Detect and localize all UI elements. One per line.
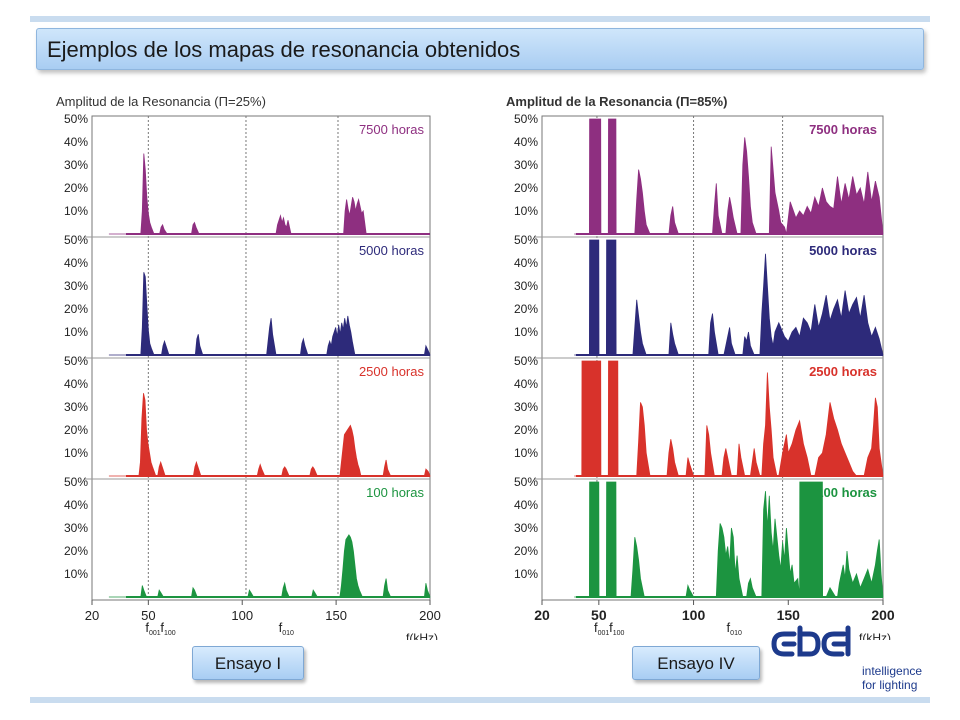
x-tick-label: 100: [682, 607, 706, 623]
y-tick-label: 20%: [514, 423, 538, 437]
y-tick-label: 10%: [514, 204, 538, 218]
series-area: [108, 272, 431, 356]
series-area: [574, 239, 884, 356]
x-axis-label: f(kHz): [406, 631, 438, 640]
bottom-rule: [30, 697, 930, 703]
y-tick-label: 40%: [514, 256, 538, 270]
y-tick-label: 20%: [514, 302, 538, 316]
ensayo-i-button[interactable]: Ensayo I: [192, 646, 304, 680]
y-tick-label: 40%: [64, 498, 88, 512]
series-label: 2500 horas: [359, 364, 425, 379]
y-tick-label: 10%: [64, 567, 88, 581]
series-area: [574, 481, 884, 598]
y-tick-label: 20%: [514, 181, 538, 195]
series-label: 100 horas: [816, 485, 877, 500]
x-tick-label: 150: [325, 608, 347, 623]
y-tick-label: 50%: [64, 475, 88, 489]
series-label: 5000 horas: [359, 243, 425, 258]
y-tick-label: 40%: [514, 377, 538, 391]
logo-mark-icon: [771, 625, 851, 657]
y-tick-label: 50%: [514, 354, 538, 368]
series-label: 100 horas: [366, 485, 424, 500]
resonance-chart-ensayo-iv: Amplitud de la Resonancia (Π=85%) 10% 20% 3…: [506, 94, 895, 640]
resonance-chart-ensayo-i: Amplitud de la Resonancia (Π=25%) 10% 20% 3…: [56, 94, 441, 640]
y-tick-label: 10%: [514, 325, 538, 339]
x-axis-label: f(kHz): [859, 631, 891, 640]
series-area: [108, 153, 430, 235]
y-tick-label: 20%: [64, 302, 88, 316]
x-tick-label: 20: [534, 607, 550, 623]
logo-text-line2: for lighting: [862, 678, 918, 692]
y-tick-label: 50%: [64, 233, 88, 247]
y-tick-label: 50%: [64, 354, 88, 368]
x-tick-label: 200: [871, 607, 895, 623]
y-tick-label: 50%: [514, 475, 538, 489]
series-label: 2500 horas: [809, 364, 877, 379]
chart-title: Amplitud de la Resonancia (Π=85%): [506, 94, 727, 109]
y-tick-label: 30%: [64, 158, 88, 172]
chart-title: Amplitud de la Resonancia (Π=25%): [56, 94, 266, 109]
y-tick-label: 30%: [64, 521, 88, 535]
y-tick-label: 40%: [64, 256, 88, 270]
y-tick-label: 10%: [514, 446, 538, 460]
y-tick-label: 50%: [64, 112, 88, 126]
y-tick-label: 10%: [64, 446, 88, 460]
frequency-marker-label: f100: [609, 620, 624, 637]
y-tick-label: 20%: [514, 544, 538, 558]
ensayo-iv-button[interactable]: Ensayo IV: [632, 646, 760, 680]
y-tick-label: 40%: [514, 135, 538, 149]
y-tick-label: 30%: [514, 521, 538, 535]
y-tick-label: 30%: [514, 158, 538, 172]
x-tick-label: 150: [777, 607, 801, 623]
y-tick-label: 50%: [514, 112, 538, 126]
company-logo: intelligence for lighting: [770, 622, 930, 694]
y-tick-label: 30%: [64, 279, 88, 293]
slide-title: Ejemplos de los mapas de resonancia obte…: [36, 28, 924, 70]
series-area: [108, 534, 431, 598]
series-area: [574, 118, 884, 235]
frequency-marker-label: f100: [160, 620, 175, 637]
frequency-marker-label: f001: [145, 620, 160, 637]
logo-text-line1: intelligence: [862, 664, 923, 678]
y-tick-label: 30%: [514, 400, 538, 414]
y-tick-label: 30%: [64, 400, 88, 414]
y-tick-label: 40%: [514, 498, 538, 512]
top-rule: [30, 16, 930, 22]
x-tick-label: 50: [591, 607, 607, 623]
x-tick-label: 200: [419, 608, 441, 623]
y-tick-label: 20%: [64, 544, 88, 558]
x-tick-label: 100: [231, 608, 253, 623]
series-label: 7500 horas: [359, 122, 425, 137]
frequency-marker-label: f010: [727, 620, 742, 637]
series-area: [574, 360, 884, 477]
frequency-marker-label: f001: [594, 620, 609, 637]
y-tick-label: 20%: [64, 423, 88, 437]
frequency-marker-label: f010: [279, 620, 294, 637]
y-tick-label: 40%: [64, 377, 88, 391]
series-label: 7500 horas: [809, 122, 877, 137]
y-tick-label: 10%: [64, 204, 88, 218]
y-tick-label: 40%: [64, 135, 88, 149]
series-label: 5000 horas: [809, 243, 877, 258]
y-tick-label: 10%: [64, 325, 88, 339]
y-tick-label: 20%: [64, 181, 88, 195]
y-tick-label: 30%: [514, 279, 538, 293]
y-tick-label: 50%: [514, 233, 538, 247]
x-tick-label: 20: [85, 608, 99, 623]
y-tick-label: 10%: [514, 567, 538, 581]
x-tick-label: 50: [141, 608, 155, 623]
series-area: [108, 393, 431, 477]
